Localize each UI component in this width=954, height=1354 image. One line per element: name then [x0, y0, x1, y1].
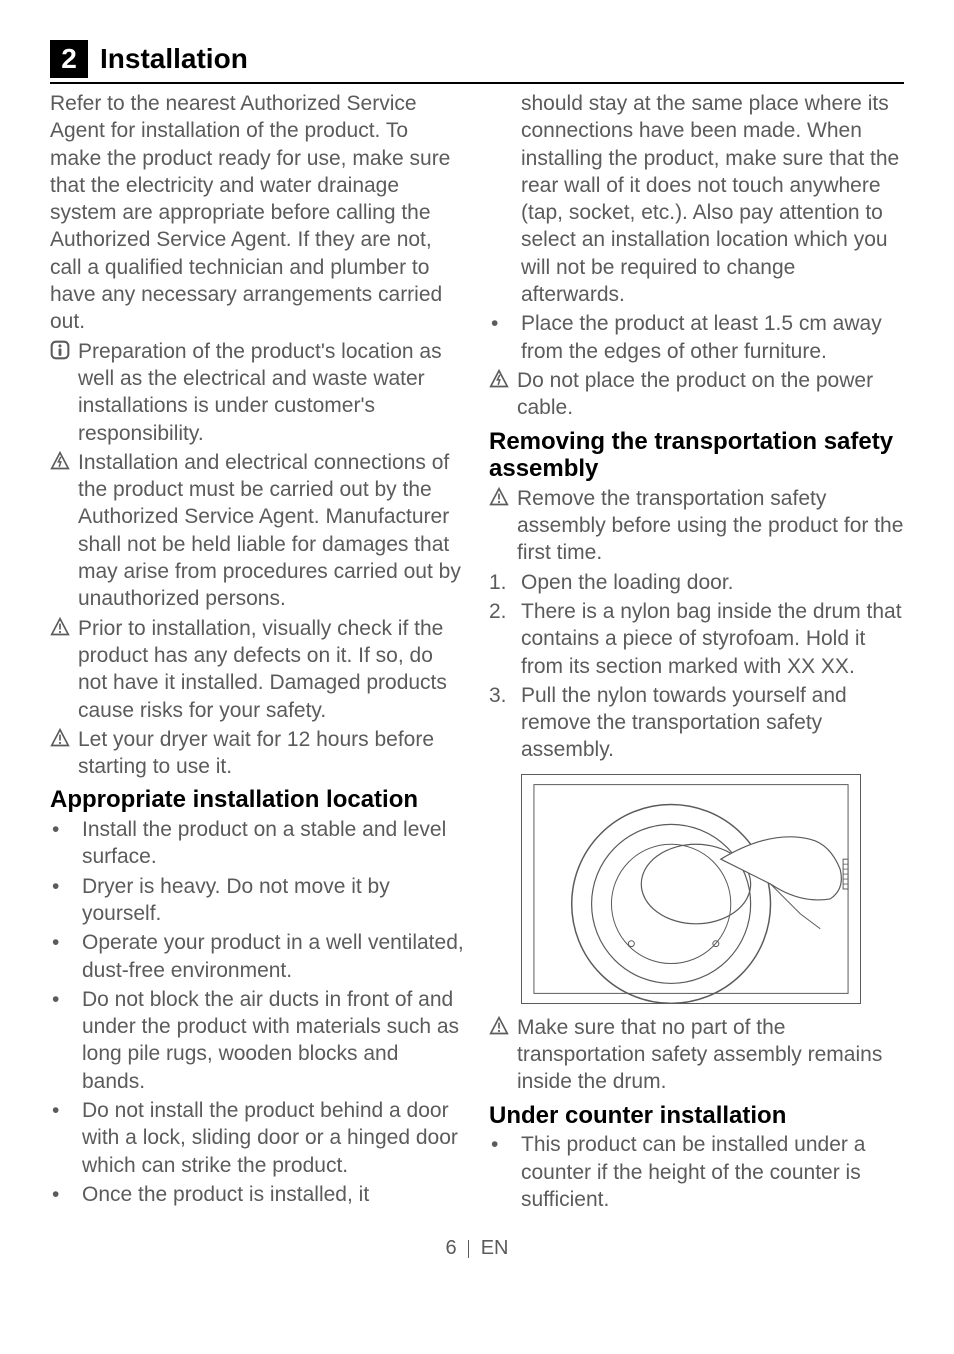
warning-text: Prior to installation, visually check if…	[78, 615, 465, 724]
warning-item: Prior to installation, visually check if…	[50, 615, 465, 724]
bullet-marker: •	[489, 310, 521, 337]
numbered-text: Open the loading door.	[521, 569, 904, 596]
bullet-text: Place the product at least 1.5 cm away f…	[521, 310, 904, 365]
page-number: 6	[445, 1237, 456, 1259]
subheading: Appropriate installation location	[50, 786, 465, 814]
bullet-marker: •	[50, 1181, 82, 1208]
electrical-warning-item: Installation and electrical connections …	[50, 449, 465, 613]
number-marker: 2.	[489, 598, 521, 625]
bullet-marker: •	[489, 1131, 521, 1158]
page-language: EN	[481, 1237, 509, 1259]
list-item: • Dryer is heavy. Do not move it by your…	[50, 873, 465, 928]
bullet-marker: •	[50, 1097, 82, 1124]
list-item: • Install the product on a stable and le…	[50, 816, 465, 871]
numbered-item: 1. Open the loading door.	[489, 569, 904, 596]
electrical-warning-item: Do not place the product on the power ca…	[489, 367, 904, 422]
intro-paragraph: Refer to the nearest Authorized Service …	[50, 90, 465, 336]
numbered-item: 2. There is a nylon bag inside the drum …	[489, 598, 904, 680]
warning-item: Let your dryer wait for 12 hours before …	[50, 726, 465, 781]
warning-item: Remove the transportation safety assembl…	[489, 485, 904, 567]
bullet-text: Dryer is heavy. Do not move it by yourse…	[82, 873, 465, 928]
electrical-warning-text: Do not place the product on the power ca…	[517, 367, 904, 422]
number-marker: 3.	[489, 682, 521, 709]
warning-icon	[489, 1014, 517, 1043]
dryer-drum-illustration	[521, 774, 861, 1004]
info-text: Preparation of the product's location as…	[78, 338, 465, 447]
subheading: Under counter installation	[489, 1102, 904, 1130]
bullet-marker: •	[50, 929, 82, 956]
electrical-warning-icon	[489, 367, 517, 396]
bullet-text: Do not install the product behind a door…	[82, 1097, 465, 1179]
warning-text: Remove the transportation safety assembl…	[517, 485, 904, 567]
bullet-marker: •	[50, 986, 82, 1013]
subheading: Removing the transportation safety assem…	[489, 428, 904, 483]
right-column: should stay at the same place where its …	[489, 90, 904, 1215]
section-title: Installation	[100, 41, 248, 77]
numbered-text: Pull the nylon towards yourself and remo…	[521, 682, 904, 764]
electrical-warning-text: Installation and electrical connections …	[78, 449, 465, 613]
continued-paragraph: should stay at the same place where its …	[489, 90, 904, 308]
list-item: • Operate your product in a well ventila…	[50, 929, 465, 984]
bullet-text: Install the product on a stable and leve…	[82, 816, 465, 871]
bullet-marker: •	[50, 873, 82, 900]
warning-icon	[489, 485, 517, 514]
warning-item: Make sure that no part of the transporta…	[489, 1014, 904, 1096]
section-number: 2	[50, 40, 88, 78]
info-icon	[50, 338, 78, 367]
numbered-text: There is a nylon bag inside the drum tha…	[521, 598, 904, 680]
section-header: 2 Installation	[50, 40, 904, 84]
footer-divider	[468, 1240, 469, 1258]
number-marker: 1.	[489, 569, 521, 596]
bullet-marker: •	[50, 816, 82, 843]
list-item: • Place the product at least 1.5 cm away…	[489, 310, 904, 365]
left-column: Refer to the nearest Authorized Service …	[50, 90, 465, 1215]
bullet-text: Once the product is installed, it	[82, 1181, 465, 1208]
content-columns: Refer to the nearest Authorized Service …	[50, 90, 904, 1215]
warning-text: Make sure that no part of the transporta…	[517, 1014, 904, 1096]
warning-icon	[50, 615, 78, 644]
bullet-text: This product can be installed under a co…	[521, 1131, 904, 1213]
numbered-item: 3. Pull the nylon towards yourself and r…	[489, 682, 904, 764]
info-item: Preparation of the product's location as…	[50, 338, 465, 447]
page-footer: 6 EN	[50, 1235, 904, 1261]
list-item: • Do not install the product behind a do…	[50, 1097, 465, 1179]
electrical-warning-icon	[50, 449, 78, 478]
warning-text: Let your dryer wait for 12 hours before …	[78, 726, 465, 781]
list-item: • Once the product is installed, it	[50, 1181, 465, 1208]
bullet-text: Operate your product in a well ventilate…	[82, 929, 465, 984]
list-item: • This product can be installed under a …	[489, 1131, 904, 1213]
bullet-text: Do not block the air ducts in front of a…	[82, 986, 465, 1095]
warning-icon	[50, 726, 78, 755]
list-item: • Do not block the air ducts in front of…	[50, 986, 465, 1095]
